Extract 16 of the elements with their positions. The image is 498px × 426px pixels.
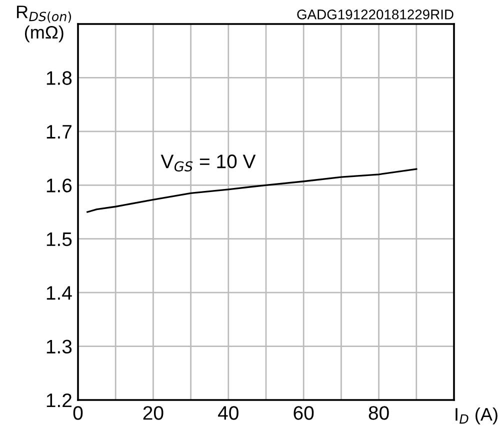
x-tick-label: 40	[218, 406, 238, 420]
x-axis-title: I$_{D}$ (A)	[456, 408, 498, 424]
x-tick-label: 60	[294, 406, 314, 420]
x-tick-label: 80	[368, 406, 389, 420]
y-tick-label: 1.7	[46, 125, 72, 138]
y-tick-label: 1.2	[46, 393, 72, 408]
y-tick-label: 1.8	[46, 71, 72, 85]
x-tick-label: 0	[73, 406, 83, 420]
x-tick-label: 20	[143, 406, 164, 420]
text: GADG191220181229RID	[297, 10, 454, 20]
y-tick-label: 1.4	[46, 286, 72, 300]
y-tick-label: 1.5	[46, 232, 72, 246]
annotation: V$_{GS}$ = 10 V	[160, 154, 256, 172]
y-tick-label: 1.6	[46, 178, 72, 192]
y-tick-label: 1.3	[46, 340, 72, 354]
y-axis-title: R$_{DS(on)}$ (mΩ)	[17, 6, 72, 42]
